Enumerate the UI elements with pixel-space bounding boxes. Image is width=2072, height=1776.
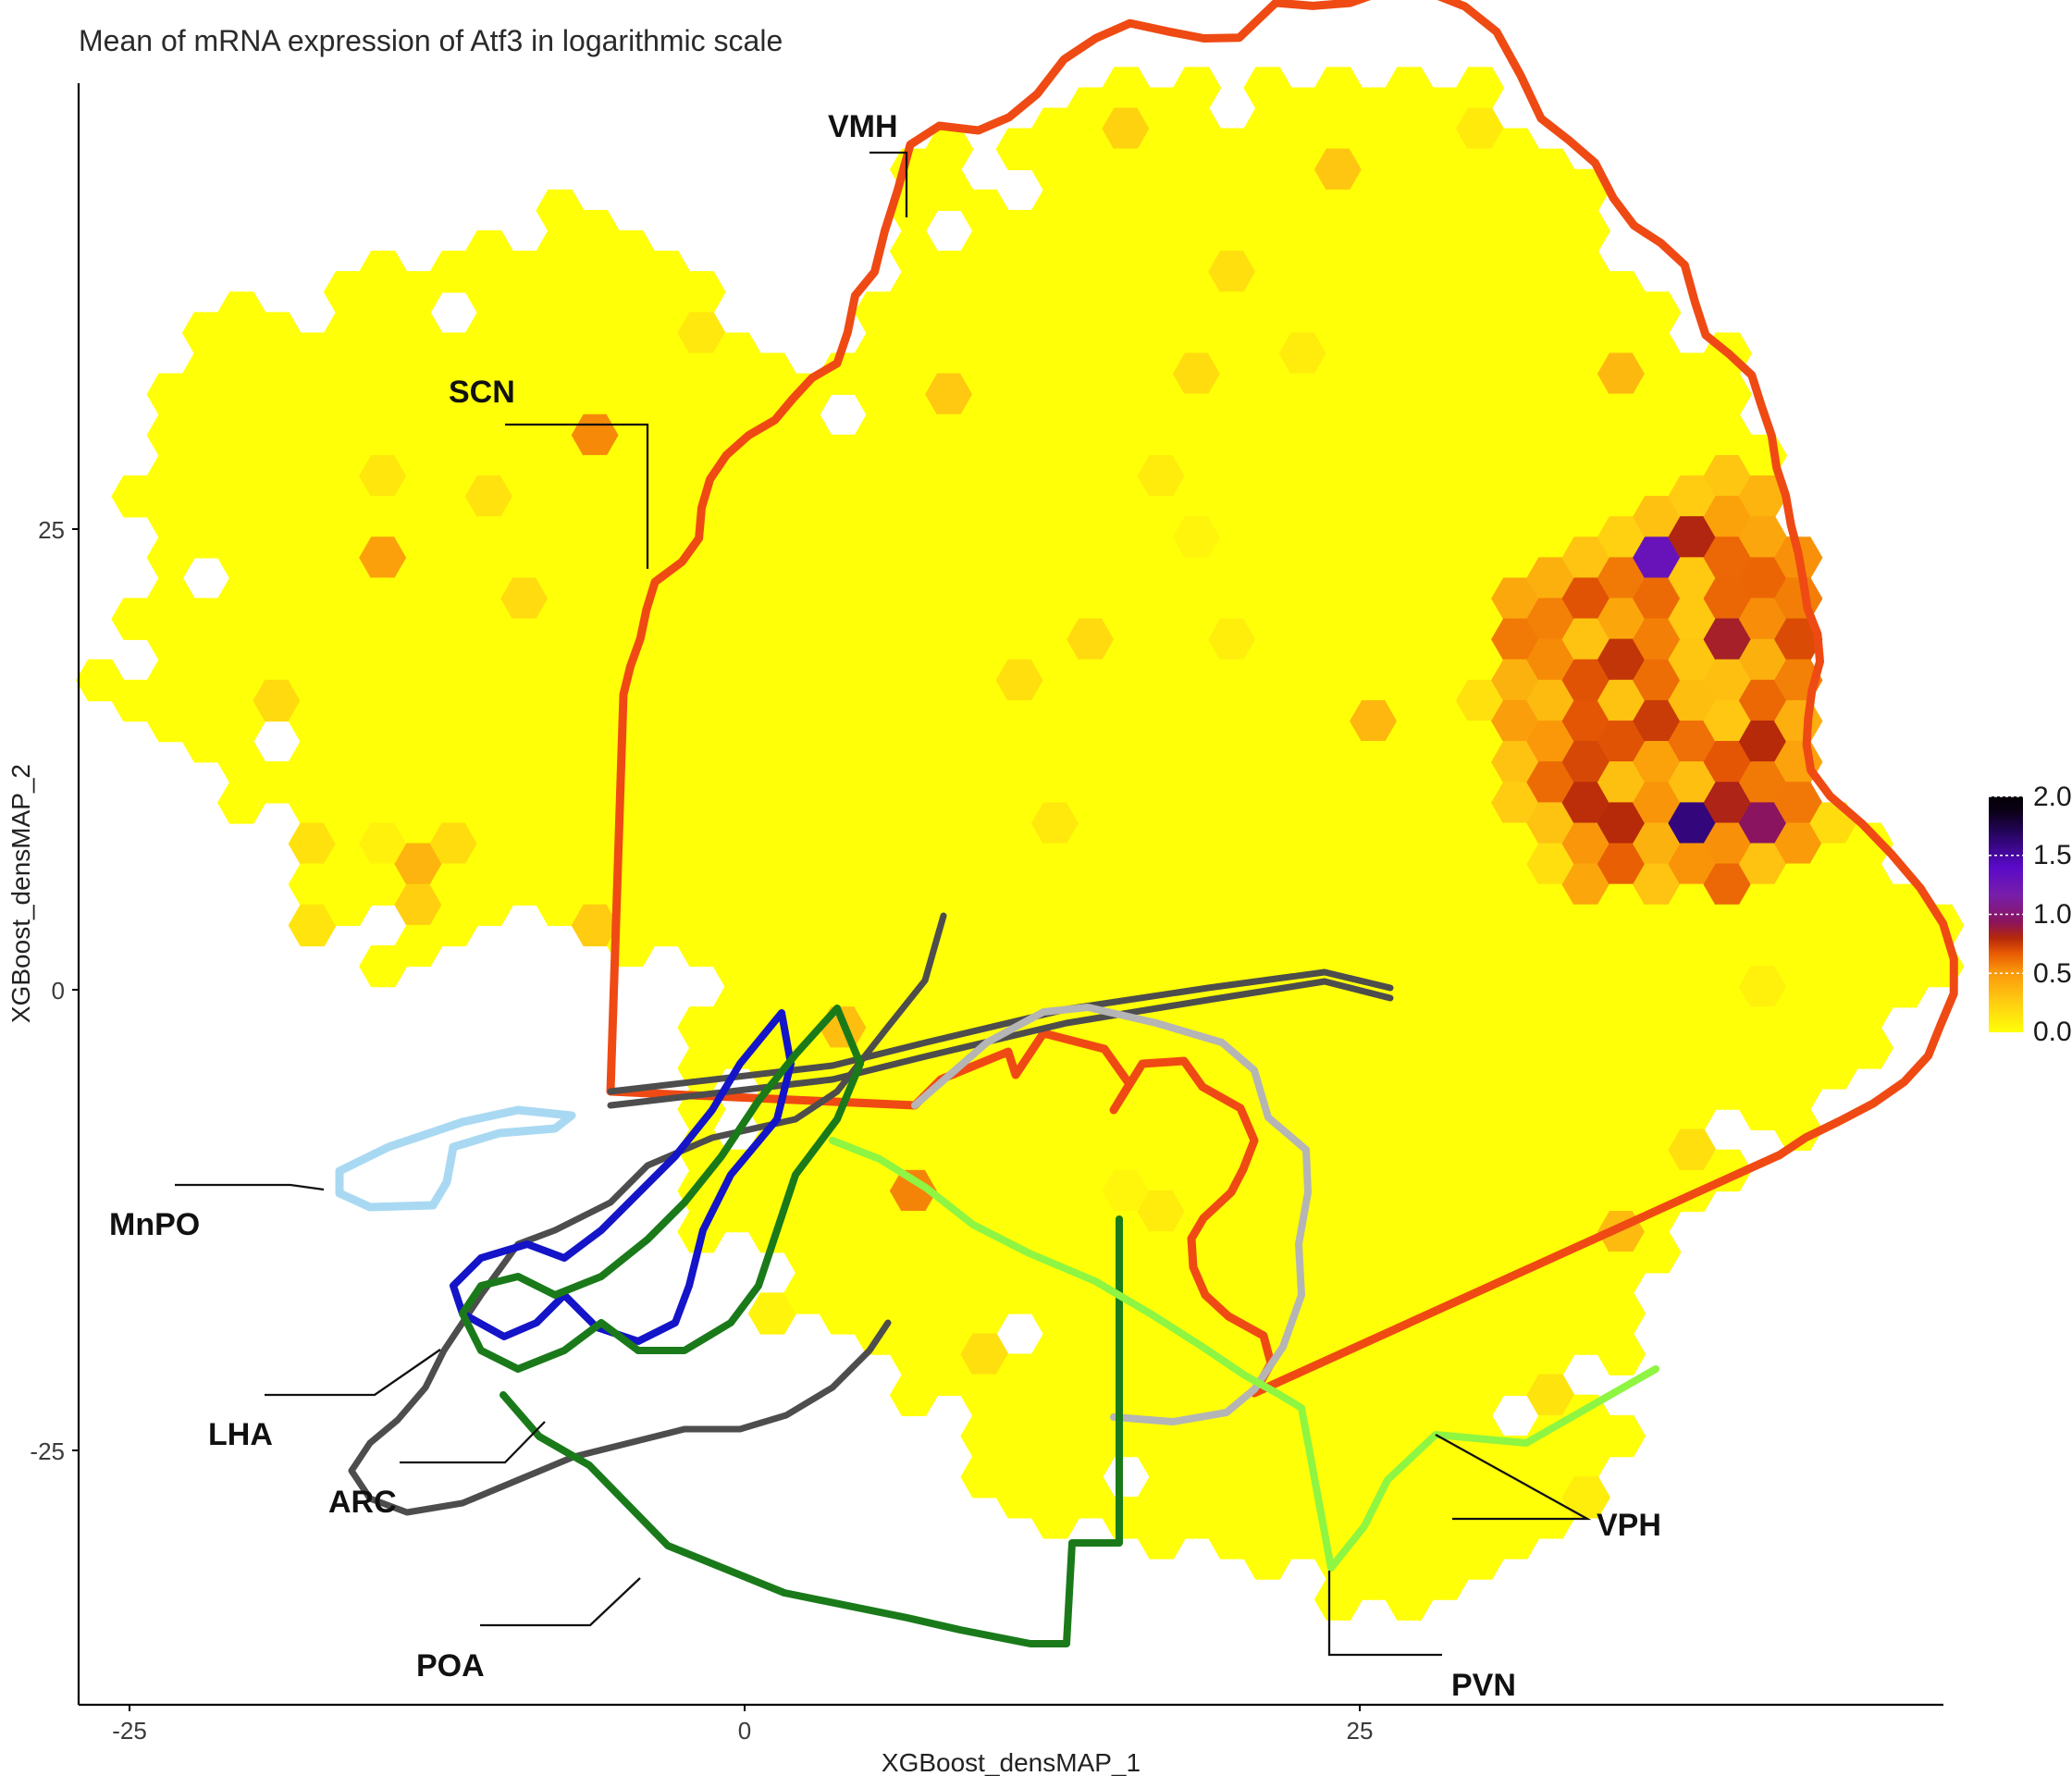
svg-text:POA: POA bbox=[416, 1648, 485, 1684]
svg-text:SCN: SCN bbox=[449, 375, 515, 410]
svg-text:0.0: 0.0 bbox=[2033, 1017, 2072, 1047]
svg-text:0.5: 0.5 bbox=[2033, 958, 2072, 989]
svg-text:XGBoost_densMAP_2: XGBoost_densMAP_2 bbox=[6, 764, 35, 1023]
svg-text:1.0: 1.0 bbox=[2033, 899, 2072, 930]
svg-text:ARC: ARC bbox=[328, 1485, 397, 1520]
svg-text:25: 25 bbox=[1347, 1717, 1374, 1745]
svg-text:PVN: PVN bbox=[1451, 1668, 1516, 1703]
svg-text:Mean of mRNA expression of Atf: Mean of mRNA expression of Atf3 in logar… bbox=[79, 24, 783, 57]
svg-text:MnPO: MnPO bbox=[109, 1207, 200, 1242]
svg-text:1.5: 1.5 bbox=[2033, 840, 2072, 870]
svg-text:VMH: VMH bbox=[828, 109, 898, 144]
svg-text:XGBoost_densMAP_1: XGBoost_densMAP_1 bbox=[882, 1748, 1141, 1776]
svg-text:VPH: VPH bbox=[1597, 1508, 1661, 1543]
svg-text:2.0: 2.0 bbox=[2033, 782, 2072, 812]
svg-text:25: 25 bbox=[38, 516, 65, 544]
svg-text:0: 0 bbox=[738, 1717, 751, 1745]
svg-text:0: 0 bbox=[52, 977, 65, 1005]
svg-text:LHA: LHA bbox=[208, 1417, 273, 1452]
svg-text:-25: -25 bbox=[30, 1437, 65, 1465]
svg-text:-25: -25 bbox=[112, 1717, 147, 1745]
